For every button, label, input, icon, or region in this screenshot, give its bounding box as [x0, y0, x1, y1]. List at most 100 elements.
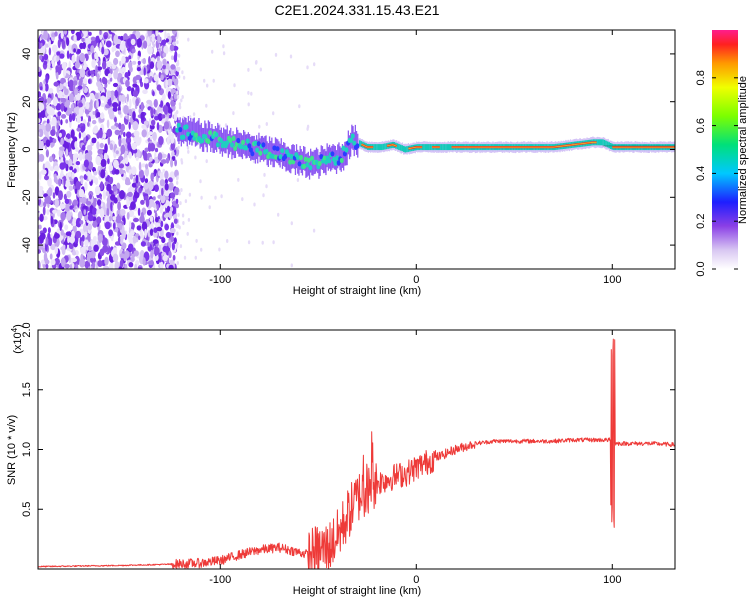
noise-speckle [64, 141, 69, 152]
noise-speckle [100, 158, 107, 168]
noise-speckle [126, 212, 130, 220]
noise-speckle [49, 156, 53, 163]
noise-speckle [67, 236, 70, 244]
noise-speckle [54, 186, 60, 196]
noise-speckle [85, 201, 92, 205]
x-tick-label: 100 [603, 274, 621, 286]
noise-speckle [81, 33, 84, 38]
ridge-cell [398, 144, 400, 150]
noise-speckle [154, 247, 160, 255]
ridge-cell [448, 144, 450, 151]
noise-speckle [163, 45, 169, 55]
noise-speckle [56, 84, 60, 94]
noise-speckle [125, 180, 131, 186]
noise-speckle [120, 208, 126, 216]
noise-speckle [120, 144, 126, 155]
noise-speckle [68, 243, 74, 250]
noise-speckle [102, 132, 107, 139]
noise-speckle [277, 212, 280, 217]
noise-speckle [61, 129, 66, 138]
noise-speckle [54, 198, 60, 208]
noise-speckle [296, 178, 300, 182]
ridge-cell [406, 146, 408, 153]
noise-speckle [143, 67, 146, 76]
ridge-cell [421, 144, 424, 151]
noise-speckle [114, 89, 119, 99]
ridge-cell [603, 139, 606, 146]
noise-speckle [171, 151, 175, 157]
noise-speckle [75, 161, 81, 166]
noise-speckle [93, 244, 99, 252]
chart-title: C2E1.2024.331.15.43.E21 [274, 2, 439, 18]
noise-speckle [186, 231, 189, 236]
noise-speckle [100, 169, 106, 179]
noise-speckle [39, 232, 46, 240]
ridge-cell [600, 139, 603, 146]
noise-speckle [71, 171, 75, 179]
noise-speckle [143, 182, 149, 190]
ridge-cell [194, 132, 198, 138]
noise-speckle [218, 247, 221, 252]
ridge-cell [308, 165, 313, 171]
noise-speckle [164, 30, 167, 41]
noise-speckle [71, 54, 76, 64]
noise-speckle [134, 263, 138, 269]
noise-speckle [160, 74, 164, 81]
noise-speckle [100, 112, 105, 120]
noise-speckle [150, 221, 154, 230]
noise-speckle [183, 255, 187, 260]
noise-speckle [50, 244, 56, 251]
noise-speckle [169, 44, 175, 52]
ridge-cell [225, 140, 230, 146]
noise-speckle [53, 81, 59, 87]
noise-speckle [306, 65, 309, 70]
ridge-halo [216, 128, 218, 153]
noise-speckle [119, 60, 122, 67]
noise-speckle [102, 237, 108, 247]
ridge-cell [349, 137, 354, 143]
noise-speckle [147, 45, 153, 55]
noise-speckle [171, 75, 175, 82]
noise-speckle [192, 112, 196, 117]
noise-speckle [151, 37, 155, 42]
noise-speckle [115, 150, 119, 155]
noise-speckle [160, 100, 164, 108]
noise-speckle [107, 158, 110, 165]
snr-y-multiplier: (x104) [10, 324, 24, 354]
noise-speckle [119, 259, 124, 268]
snr-y-label: SNR (10 * v/v) [6, 415, 18, 485]
noise-speckle [263, 172, 266, 177]
noise-speckle [110, 90, 115, 96]
noise-speckle [110, 201, 113, 212]
noise-speckle [45, 263, 49, 269]
noise-speckle [110, 30, 117, 33]
noise-speckle [147, 131, 154, 136]
noise-speckle [181, 95, 184, 99]
noise-speckle [143, 120, 149, 126]
ridge-cell [302, 163, 307, 169]
noise-speckle [76, 115, 82, 123]
ridge-halo [328, 144, 331, 169]
noise-speckle [135, 156, 139, 161]
noise-speckle [75, 92, 81, 101]
noise-speckle [96, 66, 103, 71]
noise-speckle [80, 246, 86, 255]
noise-speckle [96, 216, 102, 224]
noise-speckle [182, 75, 186, 80]
noise-speckle [128, 262, 134, 268]
noise-speckle [157, 113, 163, 122]
ridge-cell [423, 144, 425, 151]
noise-speckle [58, 178, 62, 187]
ridge-halo [252, 136, 254, 160]
noise-speckle [222, 51, 226, 56]
noise-speckle [74, 88, 79, 95]
noise-speckle [69, 263, 73, 269]
noise-speckle [160, 194, 166, 204]
noise-speckle [68, 158, 72, 167]
noise-speckle [66, 211, 72, 221]
noise-speckle [60, 257, 66, 268]
noise-speckle [133, 177, 136, 185]
ridge-halo [343, 146, 345, 171]
noise-speckle [45, 75, 49, 84]
noise-speckle [128, 151, 133, 159]
